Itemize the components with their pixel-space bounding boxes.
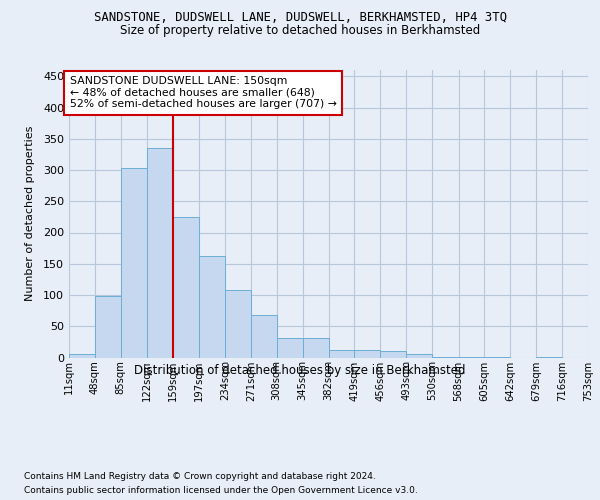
Text: Contains public sector information licensed under the Open Government Licence v3: Contains public sector information licen… <box>24 486 418 495</box>
Bar <box>484 357 511 358</box>
Text: Size of property relative to detached houses in Berkhamsted: Size of property relative to detached ho… <box>120 24 480 37</box>
Bar <box>173 217 199 358</box>
Bar <box>251 315 277 358</box>
Bar <box>199 256 225 358</box>
Bar <box>432 357 458 358</box>
Bar <box>536 357 562 358</box>
Text: Contains HM Land Registry data © Crown copyright and database right 2024.: Contains HM Land Registry data © Crown c… <box>24 472 376 481</box>
Bar <box>146 148 173 358</box>
Bar <box>458 357 484 358</box>
Bar <box>277 338 302 357</box>
Bar <box>225 290 251 358</box>
Bar <box>380 351 406 358</box>
Bar <box>121 168 146 358</box>
Bar <box>588 356 600 358</box>
Bar <box>329 350 355 358</box>
Bar <box>95 296 121 358</box>
Bar <box>406 354 432 358</box>
Bar <box>355 350 380 358</box>
Text: Distribution of detached houses by size in Berkhamsted: Distribution of detached houses by size … <box>134 364 466 377</box>
Text: SANDSTONE, DUDSWELL LANE, DUDSWELL, BERKHAMSTED, HP4 3TQ: SANDSTONE, DUDSWELL LANE, DUDSWELL, BERK… <box>94 11 506 24</box>
Bar <box>302 338 329 357</box>
Y-axis label: Number of detached properties: Number of detached properties <box>25 126 35 302</box>
Text: SANDSTONE DUDSWELL LANE: 150sqm
← 48% of detached houses are smaller (648)
52% o: SANDSTONE DUDSWELL LANE: 150sqm ← 48% of… <box>70 76 337 110</box>
Bar <box>69 354 95 358</box>
